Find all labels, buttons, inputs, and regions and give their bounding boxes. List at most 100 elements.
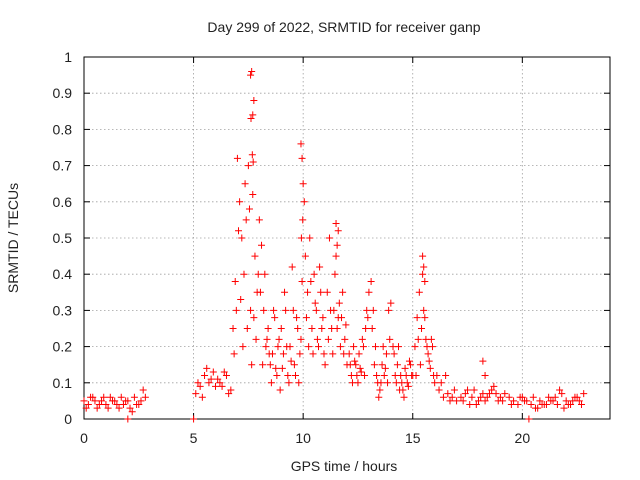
data-point [126,404,134,412]
data-point [483,393,491,401]
data-point [384,379,392,387]
data-point [545,393,553,401]
data-point [298,154,306,162]
data-point [373,372,381,380]
data-point [225,390,233,398]
data-point [237,296,245,304]
data-point [336,343,344,351]
data-point [499,397,507,405]
data-point [258,241,266,249]
data-point [397,372,405,380]
data-point [270,306,278,314]
data-point [560,404,568,412]
data-point [416,361,424,369]
data-point [291,372,299,380]
data-point [216,379,224,387]
data-point [363,306,371,314]
data-point [288,263,296,271]
y-tick-label: 0.7 [53,158,73,174]
y-tick-label: 0.4 [53,266,73,282]
data-point [239,343,247,351]
data-point [331,270,339,278]
data-point [230,350,238,358]
data-point [355,350,363,358]
data-point [414,335,422,343]
data-point [464,386,472,394]
data-point [299,180,307,188]
data-point [359,343,367,351]
data-point [281,288,289,296]
data-point [300,198,308,206]
data-point [437,379,445,387]
data-point [95,401,103,409]
data-point [296,350,304,358]
data-point [365,288,373,296]
data-point [516,393,524,401]
data-point [367,277,375,285]
data-point [247,306,255,314]
data-point [412,372,420,380]
data-point [128,408,136,416]
data-point [357,368,365,376]
data-point [261,270,269,278]
x-axis-label: GPS time / hours [291,458,398,474]
data-point [335,299,343,307]
data-point [294,325,302,332]
y-tick-label: 0.6 [53,194,73,210]
data-point [547,397,555,405]
data-point [297,234,305,242]
data-point [238,234,246,242]
data-point [527,401,535,409]
data-point [240,270,248,278]
data-point [311,299,319,307]
data-point [580,390,588,398]
data-point [304,288,312,296]
data-point [305,343,313,351]
data-point [299,216,307,224]
y-tick-label: 0.3 [53,302,73,318]
x-tick-label: 5 [190,430,198,446]
data-point [108,397,116,405]
data-point [122,397,130,405]
data-point [420,263,428,271]
data-point [198,393,206,401]
data-point [276,386,284,394]
data-point [413,314,421,322]
data-point [380,372,388,380]
data-point [346,361,354,369]
data-point [444,390,452,398]
data-point [419,270,427,278]
data-point [104,404,112,412]
data-point [313,335,321,343]
axis-ticks: 00.10.20.30.40.50.60.70.80.910 5 10 15 20 [53,49,610,446]
data-point [320,350,328,358]
y-tick-label: 0 [64,411,72,427]
x-tick-label: 20 [515,430,531,446]
data-point [351,357,359,365]
data-point [479,357,487,365]
data-point [256,288,264,296]
data-point [297,335,305,343]
data-point [353,372,361,380]
x-tick-label: 10 [295,430,311,446]
data-point [424,350,432,358]
data-point [302,314,310,322]
data-point [274,343,282,351]
data-point [361,372,369,380]
data-point [339,288,347,296]
data-point [250,96,258,104]
data-point [201,372,209,380]
data-point [575,397,583,405]
data-point [310,270,318,278]
data-point [453,397,461,405]
data-point [80,397,88,405]
data-point [306,234,314,242]
data-point [573,393,581,401]
data-point [282,306,290,314]
data-point [212,382,219,390]
data-point [251,252,259,260]
data-point [222,372,230,380]
data-point [382,350,390,358]
data-point [490,382,498,390]
